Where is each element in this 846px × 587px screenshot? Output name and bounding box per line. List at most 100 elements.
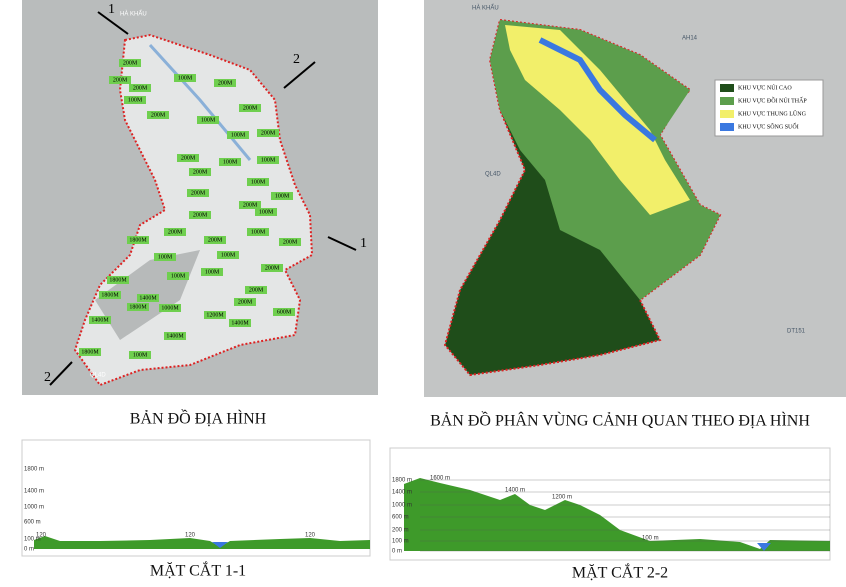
axis-label: 1000 m xyxy=(392,503,412,509)
elevation-chip xyxy=(129,84,151,92)
section-marker: 1 xyxy=(108,2,115,17)
legend-label: KHU VỰC SÔNG SUỐI xyxy=(738,122,799,130)
elevation-label: 200M xyxy=(191,190,206,196)
elevation-chip xyxy=(127,303,149,311)
elevation-label: 1400M xyxy=(231,320,249,326)
place-label: QL4D xyxy=(485,172,501,178)
axis-label: 1400 m xyxy=(24,489,44,495)
section-marker: 2 xyxy=(44,370,51,385)
elevation-label: 1800M xyxy=(129,237,147,243)
elevation-label: 1800M xyxy=(109,277,127,283)
axis-label: 600 m xyxy=(24,520,41,526)
elevation-chip xyxy=(189,211,211,219)
axis-label: 0 m xyxy=(392,549,402,555)
elevation-label: 100M xyxy=(251,229,266,235)
elevation-chip xyxy=(137,294,159,302)
elevation-chip xyxy=(255,208,277,216)
axis-label: 1000 m xyxy=(24,505,44,511)
elevation-chip xyxy=(189,168,211,176)
legend-swatch xyxy=(720,97,734,105)
elevation-label: 200M xyxy=(151,112,166,118)
elevation-chip xyxy=(89,316,111,324)
elevation-chip xyxy=(245,286,267,294)
peak-label: 120 xyxy=(36,533,47,539)
elevation-chip xyxy=(177,154,199,162)
elevation-chip xyxy=(279,238,301,246)
legend-label: KHU VỰC ĐỒI NÚI THẤP xyxy=(738,96,807,104)
elevation-chip xyxy=(271,192,293,200)
axis-label: 600 m xyxy=(392,515,409,521)
section-line xyxy=(327,236,357,251)
elevation-label: 200M xyxy=(193,212,208,218)
elevation-chip xyxy=(124,96,146,104)
section-line xyxy=(49,361,73,386)
elevation-label: 1800M xyxy=(81,349,99,355)
elevation-chip xyxy=(119,59,141,67)
elevation-label: 100M xyxy=(201,117,216,123)
elevation-label: 100M xyxy=(128,97,143,103)
legend-swatch xyxy=(720,84,734,92)
elevation-chip xyxy=(214,79,236,87)
elevation-chip xyxy=(107,276,129,284)
elevation-label: 200M xyxy=(249,287,264,293)
elevation-label: 1400M xyxy=(139,295,157,301)
axis-label: 1800 m xyxy=(24,467,44,473)
elevation-label: 1200M xyxy=(206,312,224,318)
elevation-label: 100M xyxy=(133,352,148,358)
elevation-chip xyxy=(257,156,279,164)
legend-swatch xyxy=(720,123,734,131)
elevation-label: 1800M xyxy=(129,304,147,310)
elevation-chip xyxy=(219,158,241,166)
peak-label: 1200 m xyxy=(552,495,572,501)
peak-label: 1600 m xyxy=(430,476,450,482)
elevation-chip xyxy=(154,253,176,261)
zone-valley xyxy=(505,25,690,215)
elevation-label: 1400M xyxy=(91,317,109,323)
elevation-label: 600M xyxy=(277,309,292,315)
elevation-label: 200M xyxy=(265,265,280,271)
section-marker: 2 xyxy=(293,52,300,67)
elevation-chip xyxy=(204,236,226,244)
profile-terrain xyxy=(34,536,370,549)
elevation-label: 100M xyxy=(205,269,220,275)
elevation-chip xyxy=(129,351,151,359)
profile-terrain xyxy=(404,478,830,551)
elevation-label: 200M xyxy=(193,169,208,175)
elevation-chip xyxy=(257,129,279,137)
elevation-chip xyxy=(247,178,269,186)
elevation-chip xyxy=(239,104,261,112)
section-line xyxy=(97,11,129,35)
peak-label: 100 m xyxy=(642,536,659,542)
place-label: DT151 xyxy=(787,329,806,335)
elevation-chip xyxy=(217,251,239,259)
elevation-chip xyxy=(227,131,249,139)
peak-label: 120 xyxy=(185,533,196,539)
legend-label: KHU VỰC THUNG LŨNG xyxy=(738,109,807,117)
elevation-chip xyxy=(239,201,261,209)
elevation-label: 200M xyxy=(261,130,276,136)
section-line xyxy=(283,61,316,89)
axis-label: 1800 m xyxy=(392,478,412,484)
elevation-label: 200M xyxy=(243,105,258,111)
peak-label: 1400 m xyxy=(505,488,525,494)
legend-label: KHU VỰC NÚI CAO xyxy=(738,83,792,91)
profile-water xyxy=(212,542,228,548)
elevation-label: 100M xyxy=(251,179,266,185)
elevation-label: 100M xyxy=(259,209,274,215)
place-label: HÀ KHẨU xyxy=(472,5,499,12)
elevation-label: 1400M xyxy=(166,333,184,339)
elevation-chip xyxy=(147,111,169,119)
elevation-chip xyxy=(164,228,186,236)
elevation-chip xyxy=(201,268,223,276)
elevation-chip xyxy=(127,236,149,244)
caption: MẶT CẮT 2-2 xyxy=(572,563,668,582)
elevation-label: 100M xyxy=(171,273,186,279)
caption: BẢN ĐỒ PHÂN VÙNG CẢNH QUAN THEO ĐỊA HÌNH xyxy=(430,411,810,430)
elevation-chip xyxy=(261,264,283,272)
elevation-chip xyxy=(167,272,189,280)
elevation-label: 200M xyxy=(133,85,148,91)
elevation-label: 200M xyxy=(113,77,128,83)
elevation-chip xyxy=(164,332,186,340)
legend-swatch xyxy=(720,110,734,118)
